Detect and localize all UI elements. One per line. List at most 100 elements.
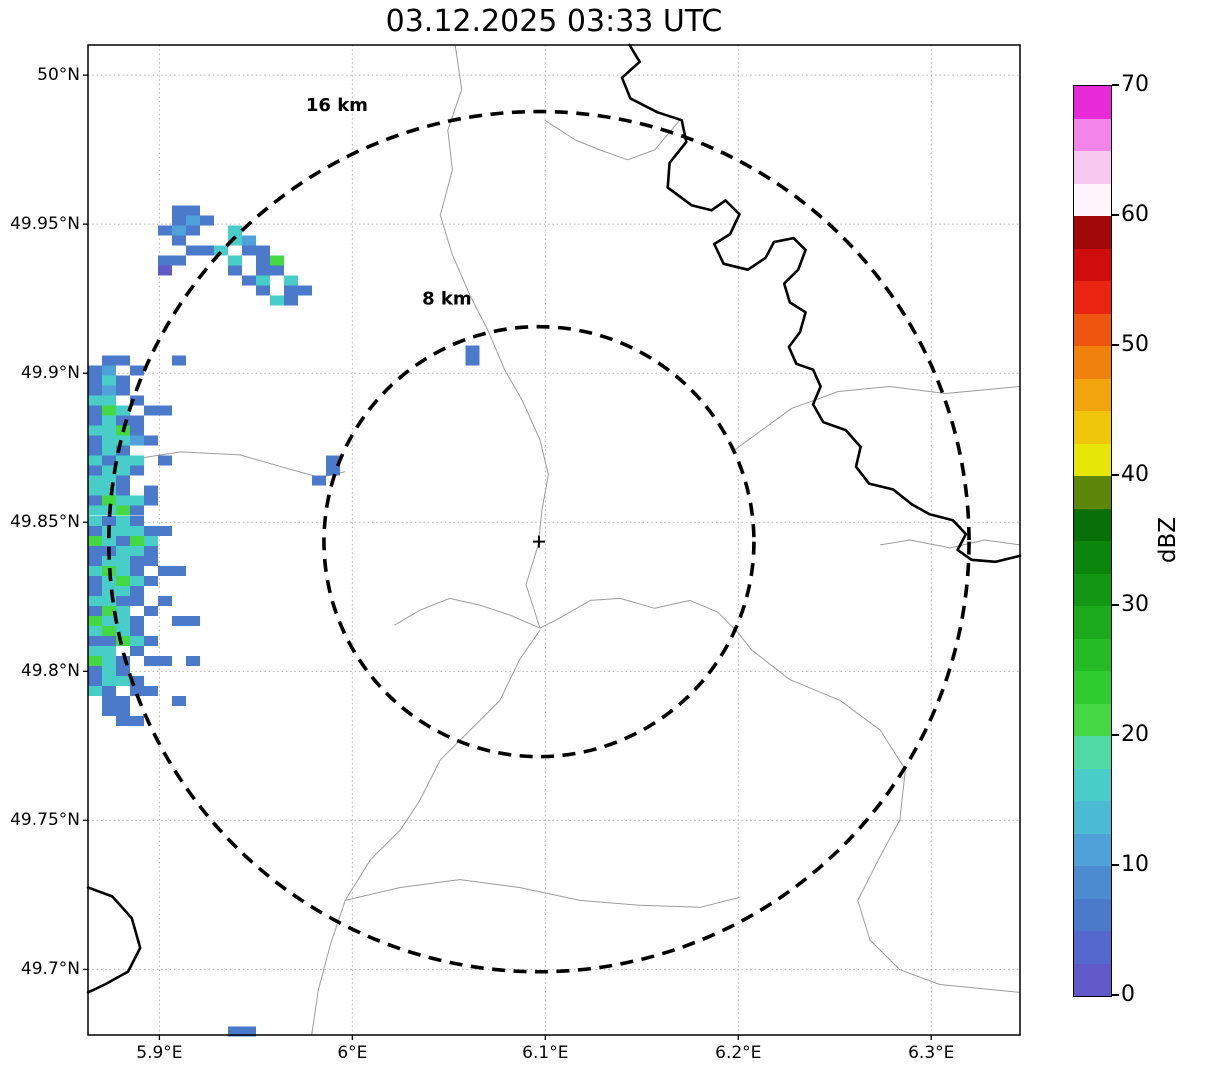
radar-echo-cell <box>116 625 130 636</box>
radar-echo-cell <box>130 365 144 376</box>
radar-echo-cell <box>130 575 144 586</box>
radar-echo-cell <box>102 555 116 566</box>
radar-echo-cell <box>255 285 270 296</box>
radar-echo-cell <box>102 385 116 396</box>
radar-echo-cell <box>130 595 144 606</box>
radar-echo-cell <box>241 235 256 246</box>
radar-echo-cell <box>185 225 200 236</box>
y-tick-label: 49.95°N <box>10 214 80 235</box>
colorbar-tick-mark <box>1112 994 1119 996</box>
border-line <box>838 386 1021 394</box>
range-ring-8km <box>322 324 756 759</box>
radar-echo-cell <box>116 355 130 366</box>
radar-echo-cell <box>102 425 116 436</box>
radar-echo-cell <box>325 465 340 476</box>
radar-echo-cell <box>116 575 130 586</box>
radar-echo-cell <box>283 295 298 306</box>
radar-echo-cell <box>185 245 200 256</box>
radar-echo-cell <box>213 245 228 256</box>
colorbar-segment <box>1074 86 1111 119</box>
radar-echo-cell <box>144 605 158 616</box>
colorbar-segment <box>1074 703 1111 736</box>
radar-echo-cell <box>171 215 186 226</box>
radar-echo-cell <box>102 485 116 496</box>
figure-title: 03.12.2025 03:33 UTC <box>385 4 723 39</box>
colorbar-segment <box>1074 411 1111 444</box>
map-plot: 8 km 16 km <box>83 43 1022 1040</box>
radar-echo-cell <box>157 225 172 236</box>
radar-echo-cell <box>88 465 102 476</box>
y-tick-label: 49.85°N <box>10 512 80 533</box>
radar-echo-cell <box>255 265 270 276</box>
radar-echo-cell <box>130 425 144 436</box>
radar-echo-cell <box>102 636 116 646</box>
colorbar-segment <box>1074 346 1111 379</box>
radar-echo-cell <box>157 455 172 466</box>
radar-echo-cell <box>130 495 144 506</box>
radar-echo-cell <box>102 666 116 676</box>
border-line <box>544 119 681 161</box>
y-tick-label: 49.7°N <box>20 959 80 980</box>
radar-echo-cell <box>88 375 102 386</box>
radar-echo-cell <box>116 706 130 717</box>
radar-echo-cell <box>88 605 102 616</box>
radar-echo-cell <box>130 435 144 446</box>
radar-echo-cell <box>102 435 116 446</box>
colorbar-tick-mark <box>1112 864 1119 866</box>
radar-echo-cell <box>88 365 102 376</box>
radar-echo-cell <box>144 656 158 666</box>
radar-echo-cell <box>144 495 158 506</box>
radar-echo-cell <box>241 275 256 286</box>
radar-echo-cell <box>116 415 130 426</box>
radar-echo-cell <box>297 285 312 296</box>
radar-echo-cell <box>283 285 298 296</box>
y-tick-label: 49.9°N <box>20 363 80 384</box>
border-line <box>345 879 740 908</box>
radar-echo-cell <box>88 595 102 606</box>
radar-echo-cell <box>465 345 480 356</box>
radar-echo-cell <box>116 605 130 616</box>
radar-echo-cell <box>116 375 130 386</box>
radar-echo-cell <box>157 525 172 536</box>
colorbar-segment <box>1074 736 1111 769</box>
colorbar-tick-label: 40 <box>1121 462 1149 487</box>
colorbar-tick-mark <box>1112 604 1119 606</box>
radar-echo-cell <box>130 525 144 536</box>
x-tick-label: 6.2°E <box>715 1043 762 1063</box>
radar-echo-cell <box>185 215 200 226</box>
colorbar-segment <box>1074 801 1111 834</box>
radar-center-marker <box>532 535 545 548</box>
river-line <box>86 886 142 994</box>
radar-echo-cell <box>116 676 130 686</box>
radar-echo-cell <box>185 656 200 666</box>
radar-echo-cell <box>130 716 144 727</box>
radar-echo-cell <box>144 435 158 446</box>
radar-echo-cell <box>116 405 130 416</box>
colorbar-segment <box>1074 671 1111 704</box>
radar-echo-cell <box>130 585 144 596</box>
radar-echo-cell <box>102 495 116 506</box>
radar-echo-cell <box>102 375 116 386</box>
radar-echo-cell <box>102 615 116 626</box>
radar-echo-cell <box>116 696 130 707</box>
radar-echo-cell <box>116 495 130 506</box>
radar-echo-cell <box>255 245 270 256</box>
radar-echo-cell <box>171 565 186 576</box>
radar-echo-cell <box>88 445 102 456</box>
radar-echo-cell <box>130 545 144 556</box>
colorbar-segment <box>1074 378 1111 411</box>
radar-echo-cell <box>130 615 144 626</box>
colorbar-tick-mark <box>1112 84 1119 86</box>
radar-echo-cell <box>102 686 116 696</box>
radar-echo-cell <box>88 615 102 626</box>
radar-echo-cell <box>102 455 116 466</box>
radar-echo-cell <box>88 435 102 446</box>
radar-echo-cell <box>88 475 102 486</box>
radar-echo-cell <box>88 585 102 596</box>
radar-echo-cell <box>130 515 144 526</box>
radar-echo-cell <box>102 625 116 636</box>
radar-echo-cell <box>157 565 172 576</box>
radar-echo-cell <box>88 415 102 426</box>
radar-echo-cell <box>116 385 130 396</box>
colorbar-tick-label: 30 <box>1121 592 1149 617</box>
